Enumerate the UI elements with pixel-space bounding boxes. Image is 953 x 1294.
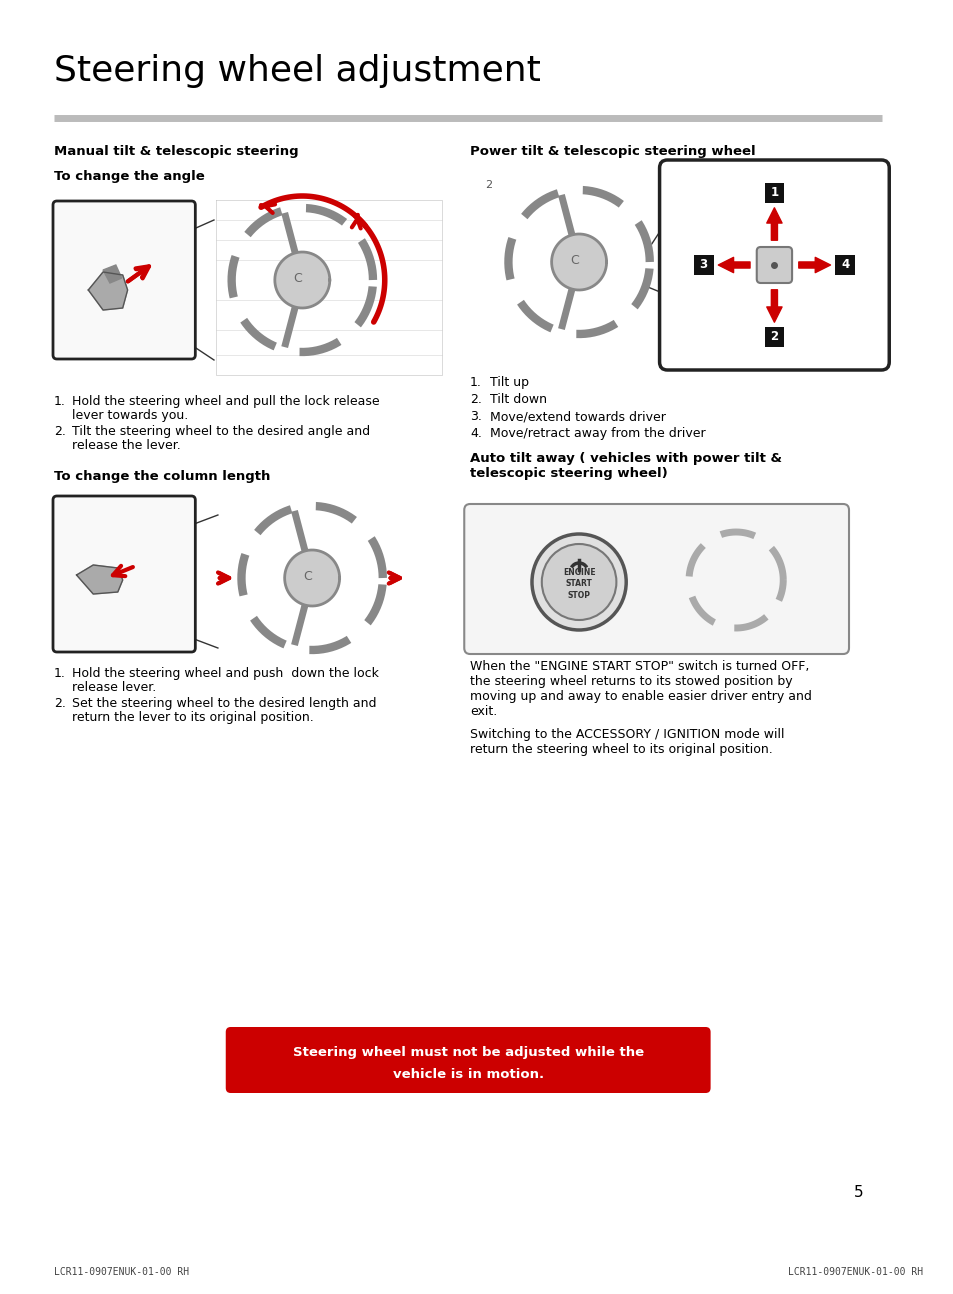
FancyArrowPatch shape <box>766 290 781 322</box>
Text: Hold the steering wheel and push  down the lock: Hold the steering wheel and push down th… <box>71 666 378 681</box>
Text: 2.: 2. <box>54 697 66 710</box>
Text: 1.: 1. <box>54 395 66 408</box>
Text: 2: 2 <box>484 180 492 190</box>
Text: 2: 2 <box>769 330 778 343</box>
Text: the steering wheel returns to its stowed position by: the steering wheel returns to its stowed… <box>470 675 792 688</box>
Text: Hold the steering wheel and pull the lock release: Hold the steering wheel and pull the loc… <box>71 395 379 408</box>
Text: C: C <box>569 254 578 267</box>
Text: 3.: 3. <box>470 410 481 423</box>
Text: Tilt the steering wheel to the desired angle and: Tilt the steering wheel to the desired a… <box>71 424 370 437</box>
FancyBboxPatch shape <box>53 201 195 358</box>
Text: Tilt down: Tilt down <box>489 393 546 406</box>
Text: C: C <box>302 569 312 582</box>
FancyArrowPatch shape <box>219 573 229 584</box>
Text: Tilt up: Tilt up <box>489 377 528 389</box>
Text: return the steering wheel to its original position.: return the steering wheel to its origina… <box>470 743 772 756</box>
Text: moving up and away to enable easier driver entry and: moving up and away to enable easier driv… <box>470 690 811 703</box>
Text: When the "ENGINE START STOP" switch is turned OFF,: When the "ENGINE START STOP" switch is t… <box>470 660 809 673</box>
Text: 4.: 4. <box>470 427 481 440</box>
Text: lever towards you.: lever towards you. <box>71 409 188 422</box>
Text: LCR11-0907ENUK-01-00 RH: LCR11-0907ENUK-01-00 RH <box>787 1267 922 1277</box>
Text: 2.: 2. <box>54 424 66 437</box>
Text: Manual tilt & telescopic steering: Manual tilt & telescopic steering <box>54 145 298 158</box>
Polygon shape <box>284 550 339 606</box>
Text: Auto tilt away ( vehicles with power tilt &
telescopic steering wheel): Auto tilt away ( vehicles with power til… <box>470 452 781 480</box>
Polygon shape <box>89 272 128 311</box>
FancyArrowPatch shape <box>766 208 781 241</box>
FancyBboxPatch shape <box>53 496 195 652</box>
Polygon shape <box>551 234 606 290</box>
Text: To change the column length: To change the column length <box>54 470 270 483</box>
Text: Switching to the ACCESSORY / IGNITION mode will: Switching to the ACCESSORY / IGNITION mo… <box>470 729 783 741</box>
FancyBboxPatch shape <box>226 1027 710 1093</box>
FancyBboxPatch shape <box>693 255 713 276</box>
Text: 1.: 1. <box>54 666 66 681</box>
Text: Move/retract away from the driver: Move/retract away from the driver <box>489 427 704 440</box>
FancyArrowPatch shape <box>112 565 132 576</box>
Polygon shape <box>274 252 330 308</box>
FancyBboxPatch shape <box>756 247 791 283</box>
Text: ENGINE
START
STOP: ENGINE START STOP <box>562 568 595 599</box>
Text: release lever.: release lever. <box>71 681 155 694</box>
FancyBboxPatch shape <box>464 503 848 653</box>
Text: exit.: exit. <box>470 705 497 718</box>
Text: Power tilt & telescopic steering wheel: Power tilt & telescopic steering wheel <box>470 145 755 158</box>
Text: Steering wheel must not be adjusted while the: Steering wheel must not be adjusted whil… <box>293 1046 643 1058</box>
FancyArrowPatch shape <box>798 258 830 273</box>
Circle shape <box>532 534 625 630</box>
FancyBboxPatch shape <box>659 160 888 370</box>
Text: To change the angle: To change the angle <box>54 170 205 182</box>
Text: 1.: 1. <box>470 377 481 389</box>
Text: C: C <box>293 272 301 285</box>
Text: LCR11-0907ENUK-01-00 RH: LCR11-0907ENUK-01-00 RH <box>54 1267 189 1277</box>
Text: 1: 1 <box>769 186 778 199</box>
Circle shape <box>541 543 616 620</box>
Text: 2.: 2. <box>470 393 481 406</box>
Text: 4: 4 <box>841 259 848 272</box>
FancyBboxPatch shape <box>835 255 854 276</box>
Text: 5: 5 <box>853 1185 862 1200</box>
FancyBboxPatch shape <box>763 327 783 347</box>
FancyArrowPatch shape <box>718 258 749 273</box>
Text: return the lever to its original position.: return the lever to its original positio… <box>71 710 314 725</box>
FancyArrowPatch shape <box>128 268 147 281</box>
FancyArrowPatch shape <box>390 573 399 584</box>
Text: Steering wheel adjustment: Steering wheel adjustment <box>54 54 540 88</box>
Text: release the lever.: release the lever. <box>71 439 180 452</box>
Text: Set the steering wheel to the desired length and: Set the steering wheel to the desired le… <box>71 697 375 710</box>
Text: 3: 3 <box>699 259 707 272</box>
Text: Move/extend towards driver: Move/extend towards driver <box>489 410 665 423</box>
Polygon shape <box>103 265 122 283</box>
FancyBboxPatch shape <box>763 182 783 203</box>
Text: vehicle is in motion.: vehicle is in motion. <box>393 1068 543 1080</box>
Polygon shape <box>76 565 123 594</box>
